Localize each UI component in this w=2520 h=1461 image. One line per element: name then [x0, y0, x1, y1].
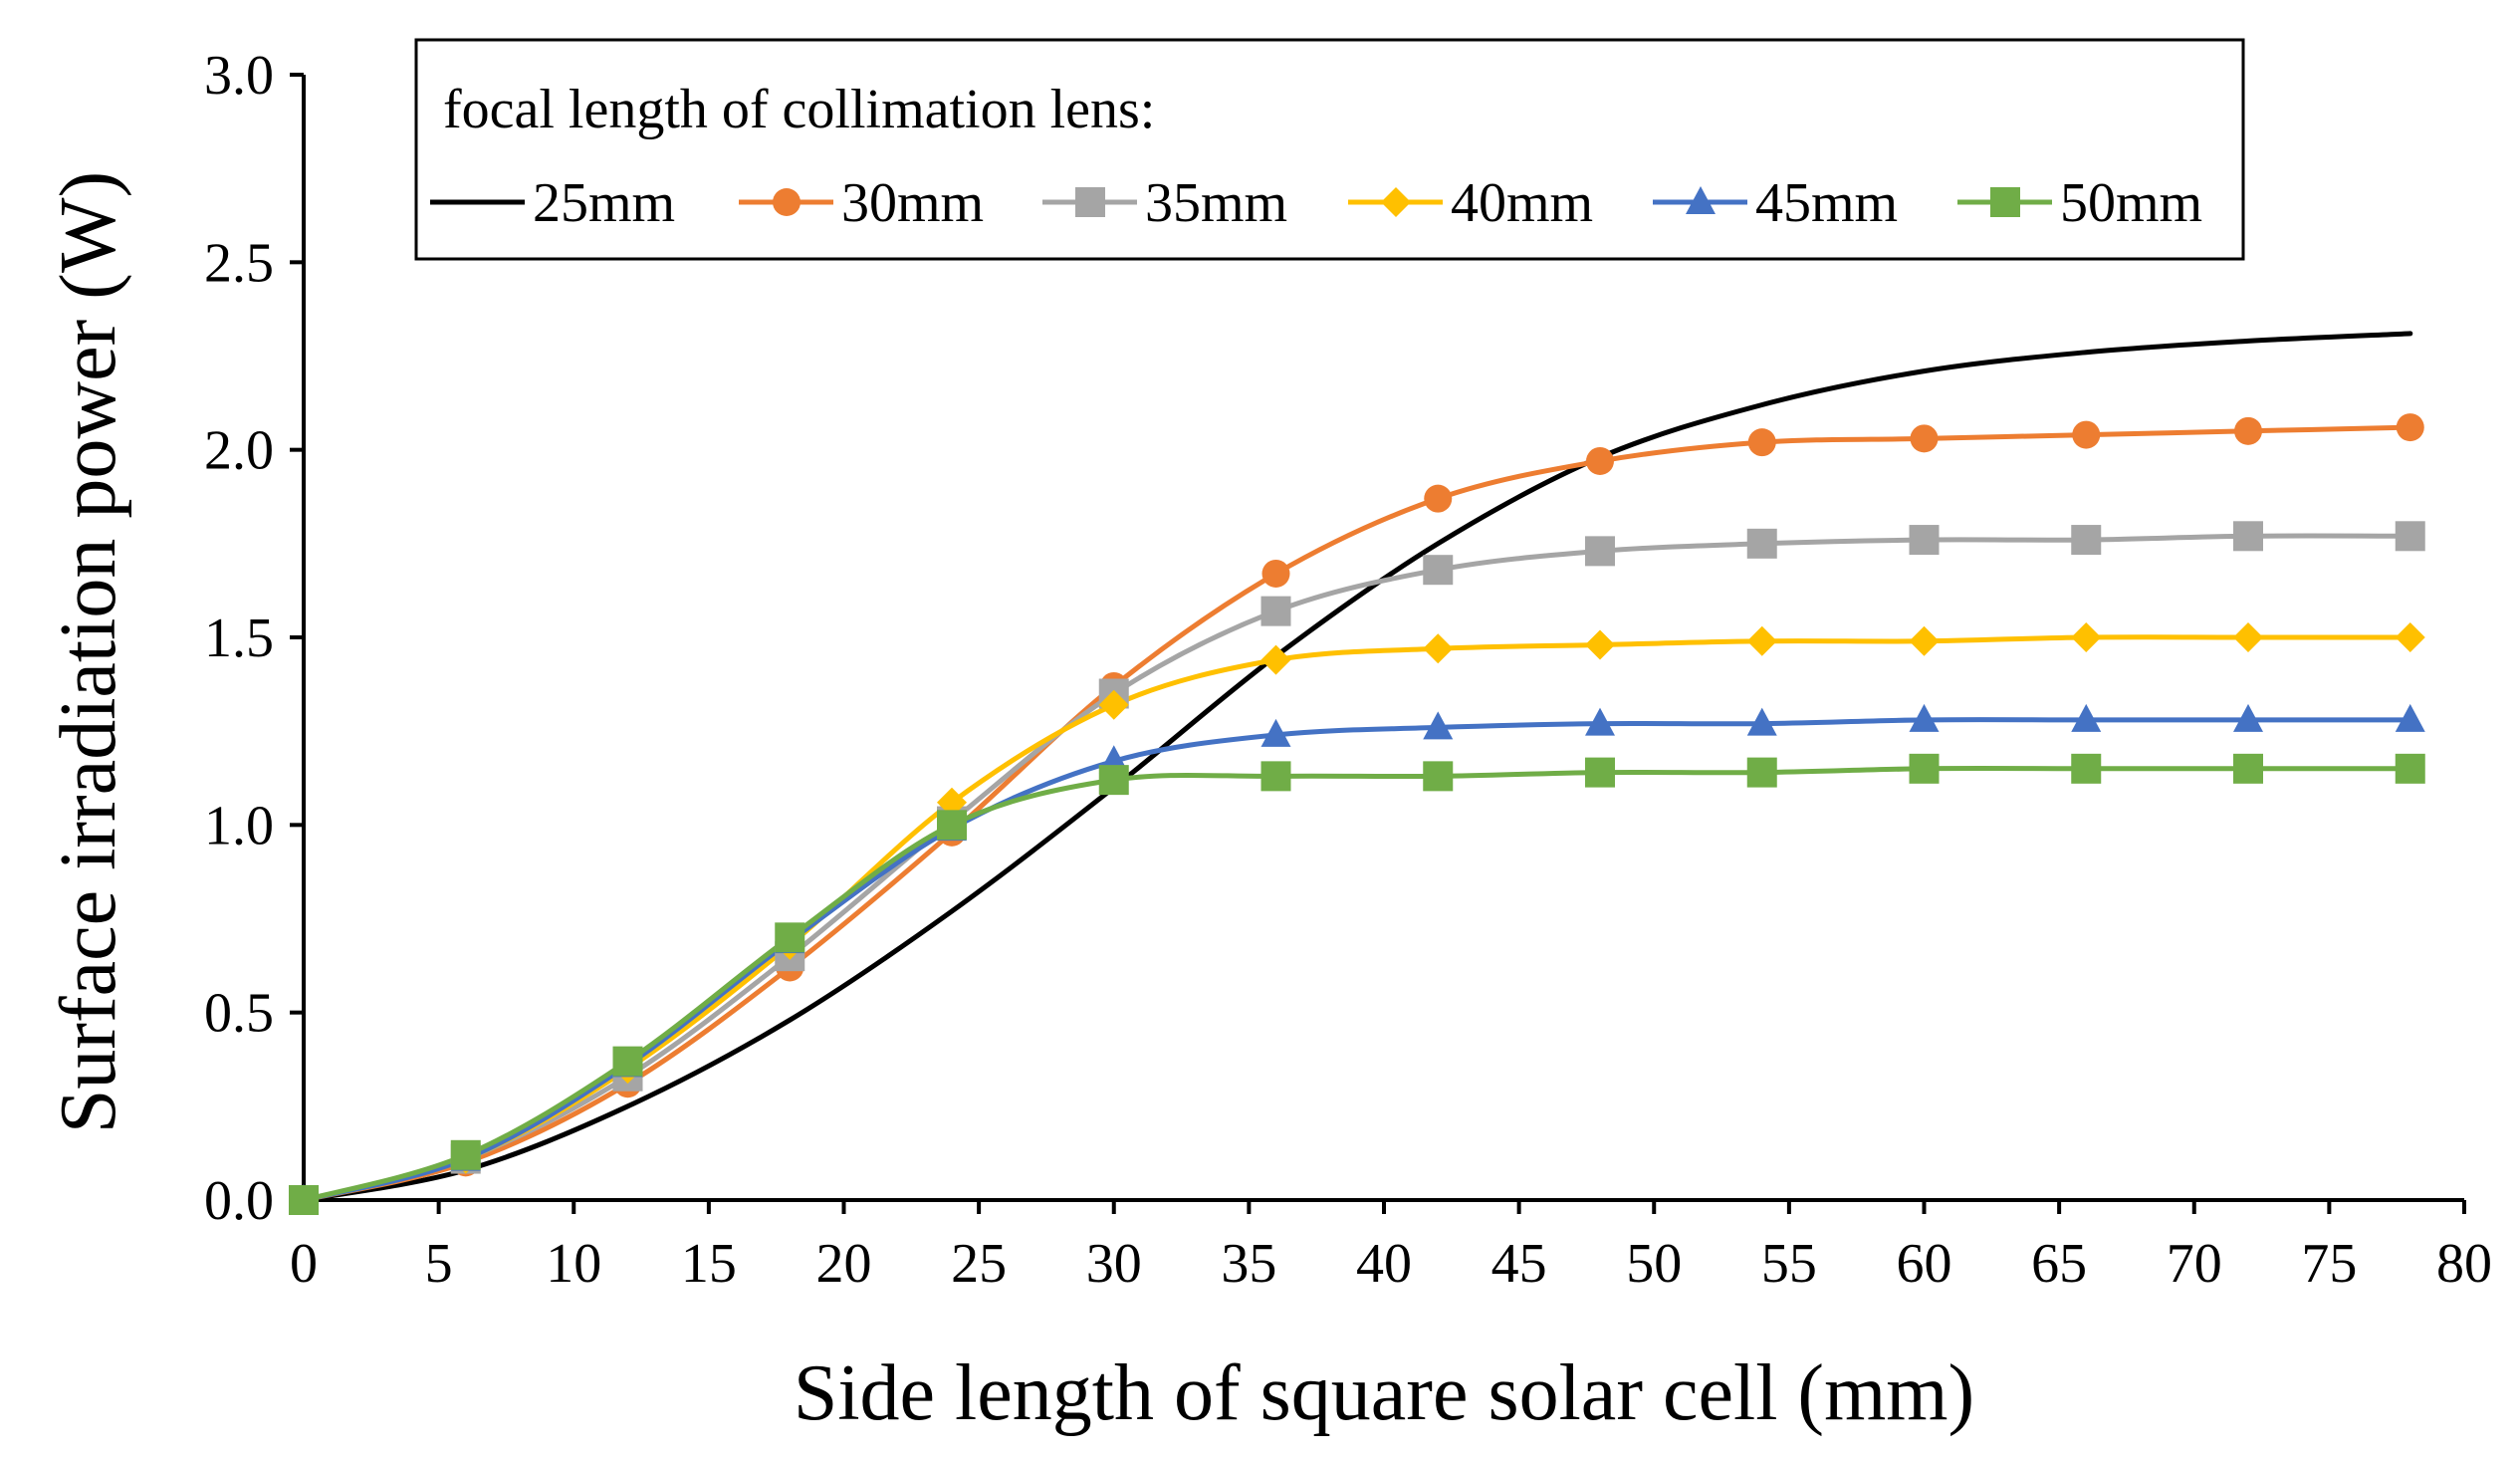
- data-point-40mm: [937, 787, 967, 818]
- x-tick-label: 70: [2167, 1233, 2222, 1295]
- legend-label: 35mm: [1145, 172, 1287, 234]
- y-tick-label: 2.5: [204, 232, 274, 294]
- data-point-30mm: [1910, 424, 1939, 453]
- x-tick-label: 10: [546, 1233, 601, 1295]
- data-point-50mm: [1423, 761, 1454, 792]
- x-axis-title: Side length of square solar cell (mm): [794, 1349, 1974, 1437]
- data-point-30mm: [2396, 413, 2424, 442]
- x-tick-label: 25: [951, 1233, 1007, 1295]
- data-point-50mm: [2071, 753, 2102, 784]
- x-tick-label: 45: [1491, 1233, 1547, 1295]
- data-point-45mm: [1746, 707, 1777, 736]
- y-tick-label: 0.5: [204, 983, 274, 1045]
- data-point-45mm: [1423, 711, 1454, 740]
- data-point-30mm: [1424, 484, 1453, 513]
- y-tick-label: 0.0: [204, 1170, 274, 1232]
- data-point-35mm: [2071, 525, 2102, 556]
- series-line-30mm: [301, 424, 2413, 1203]
- legend-swatch-marker: [1990, 187, 2020, 217]
- legend-label: 45mm: [1755, 172, 1898, 234]
- y-tick-label: 1.5: [204, 608, 274, 669]
- x-tick-label: 80: [2436, 1233, 2492, 1295]
- y-tick-label: 1.0: [204, 795, 274, 856]
- data-point-50mm: [1098, 765, 1129, 796]
- data-point-35mm: [1423, 555, 1454, 586]
- data-point-35mm: [1260, 596, 1291, 626]
- data-point-40mm: [1909, 625, 1940, 656]
- legend-swatch-marker: [1075, 187, 1105, 217]
- axes: 0.0 0.5 1.0 1.5 2.0 2.5 3.0 0 5 10 15 20 25 30 35 40 45 5…: [204, 45, 2492, 1295]
- data-point-30mm: [2234, 416, 2262, 445]
- x-tick-label: 20: [816, 1233, 872, 1295]
- x-tick-label: 15: [681, 1233, 737, 1295]
- data-point-35mm: [2395, 521, 2425, 552]
- legend-swatch-marker: [1381, 187, 1411, 217]
- x-tick-label: 75: [2301, 1233, 2357, 1295]
- x-tick-label: 55: [1761, 1233, 1817, 1295]
- data-point-50mm: [612, 1046, 643, 1077]
- x-tick-label: 50: [1626, 1233, 1682, 1295]
- data-point-50mm: [289, 1185, 319, 1215]
- data-point-35mm: [2233, 521, 2263, 552]
- data-point-40mm: [1098, 689, 1129, 720]
- data-point-40mm: [1585, 629, 1615, 660]
- data-point-35mm: [1585, 536, 1615, 567]
- x-tick-label: 5: [425, 1233, 453, 1295]
- data-point-30mm: [1261, 559, 1290, 588]
- x-tick-label: 60: [1897, 1233, 1952, 1295]
- data-point-45mm: [1585, 707, 1615, 736]
- legend-label: 25mm: [533, 172, 675, 234]
- data-point-45mm: [1909, 703, 1940, 732]
- x-tick-label: 35: [1221, 1233, 1276, 1295]
- y-axis-title: Surface irradiation power (W): [45, 171, 132, 1133]
- series-line-40mm: [301, 634, 2413, 1203]
- data-point-50mm: [1260, 761, 1291, 792]
- data-point-50mm: [1746, 757, 1777, 788]
- legend-label: 30mm: [841, 172, 984, 234]
- data-point-50mm: [2233, 753, 2263, 784]
- data-point-50mm: [1585, 757, 1615, 788]
- legend-swatch-marker: [773, 188, 801, 216]
- x-tick-label: 30: [1086, 1233, 1142, 1295]
- y-tick-label: 3.0: [204, 45, 274, 107]
- legend-box: [414, 38, 2245, 261]
- legend-swatch-marker: [1686, 186, 1716, 214]
- data-point-50mm: [450, 1139, 481, 1170]
- data-point-40mm: [1260, 644, 1291, 675]
- data-point-50mm: [1909, 753, 1940, 784]
- data-point-30mm: [1586, 446, 1614, 475]
- series-line-50mm: [301, 766, 2413, 1203]
- data-point-40mm: [2071, 622, 2102, 652]
- x-tick-label: 40: [1356, 1233, 1412, 1295]
- data-point-30mm: [1747, 428, 1776, 457]
- x-tick-label: 65: [2031, 1233, 2087, 1295]
- legend: focal length of collimation lens: 25mm 30…: [414, 38, 2245, 261]
- y-tick-label: 2.0: [204, 420, 274, 482]
- data-point-45mm: [2395, 703, 2425, 732]
- data-point-50mm: [937, 810, 967, 841]
- series-markers: [289, 413, 2425, 1215]
- legend-title: focal length of collimation lens:: [443, 79, 1155, 140]
- data-point-45mm: [2071, 703, 2102, 732]
- x-tick-label: 0: [290, 1233, 318, 1295]
- data-point-35mm: [1909, 525, 1940, 556]
- data-point-30mm: [2072, 420, 2101, 449]
- legend-label: 50mm: [2060, 172, 2202, 234]
- series-line-25mm: [301, 331, 2413, 1203]
- legend-label: 40mm: [1451, 172, 1593, 234]
- data-point-45mm: [1260, 718, 1291, 747]
- data-point-40mm: [1423, 633, 1454, 664]
- data-point-40mm: [2395, 622, 2425, 652]
- data-point-35mm: [1746, 528, 1777, 559]
- series-line-35mm: [301, 533, 2413, 1203]
- data-point-45mm: [2233, 703, 2263, 732]
- data-point-50mm: [2395, 753, 2425, 784]
- data-point-50mm: [775, 922, 805, 953]
- series-line-45mm: [301, 717, 2413, 1203]
- data-point-40mm: [1746, 625, 1777, 656]
- data-point-40mm: [2233, 622, 2263, 652]
